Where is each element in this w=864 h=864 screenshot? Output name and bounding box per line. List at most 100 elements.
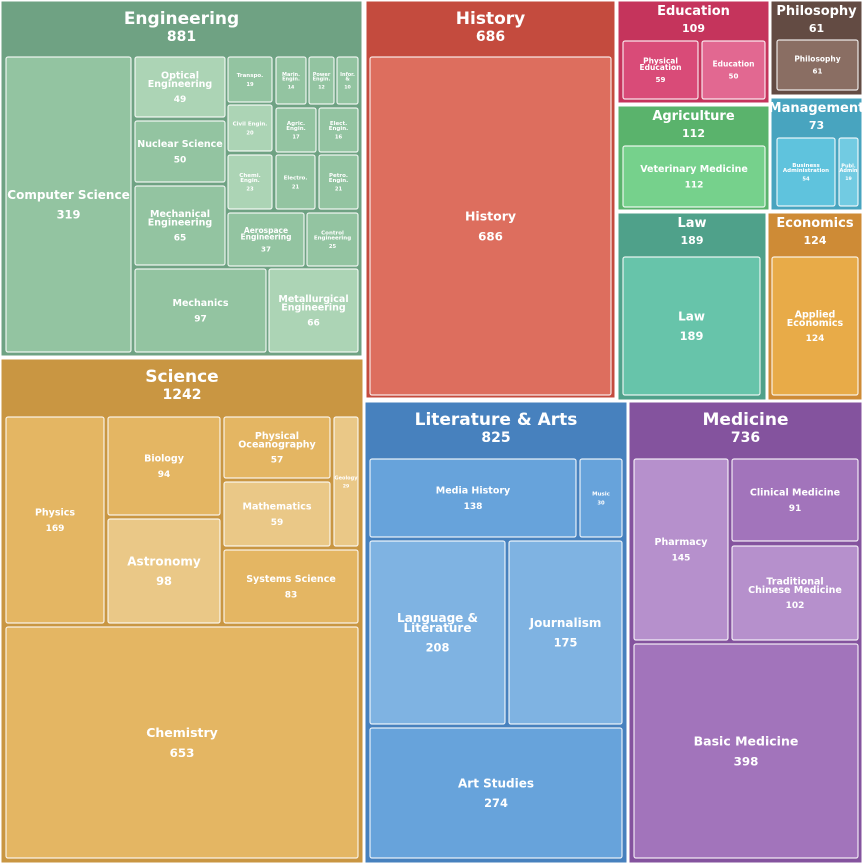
cell-rect-pharmacy: [633, 458, 729, 641]
cell-value-geology: 29: [343, 483, 350, 489]
cell-value-business-administration: 54: [802, 177, 810, 183]
cell-rect-petro-engin: [318, 154, 359, 210]
cell-philosophy: Philosophy 61: [776, 39, 859, 91]
cell-elect-engin: Elect. Engin. 16: [318, 107, 359, 153]
cell-rect-philosophy: [776, 39, 859, 91]
cell-label-aerospace-engineering: Aerospace Engineering: [241, 226, 292, 241]
cell-value-music: 30: [597, 500, 605, 506]
cell-rect-marin-engin: [275, 56, 307, 105]
cell-value-electro: 21: [292, 184, 300, 190]
cell-rect-physical-oceanography: [223, 416, 331, 479]
cell-label-control-engineering: Control Engineering: [314, 231, 351, 242]
cell-label-business-administration: Business Administration: [783, 163, 829, 174]
cell-metallurgical-engineering: Metallurgical Engineering 66: [268, 268, 359, 353]
cell-label-electro: Electro.: [284, 176, 308, 182]
cell-mechanics: Mechanics 97: [134, 268, 267, 353]
cell-rect-music: [579, 458, 623, 538]
cell-value-philosophy: 61: [813, 67, 823, 76]
cell-label-applied-economics: Applied Economics: [787, 310, 844, 329]
cell-label-physical-oceanography: Physical Oceanography: [238, 431, 316, 450]
cell-rect-mechanics: [134, 268, 267, 353]
cell-value-biology: 94: [158, 470, 171, 480]
cell-value-clinical-medicine: 91: [789, 504, 802, 514]
cell-label-publ-admin: Publ. Admin: [840, 164, 858, 174]
cell-label-transpo: Transpo.: [237, 73, 264, 79]
cell-label-metallurgical-engineering: Metallurgical Engineering: [278, 294, 348, 313]
cell-rect-nuclear-science: [134, 120, 226, 183]
cell-physical-oceanography: Physical Oceanography 57: [223, 416, 331, 479]
cell-optical-engineering: Optical Engineering 49: [134, 56, 226, 118]
cell-label-infor-and: Infor. &: [340, 72, 355, 82]
cell-rect-geology: [333, 416, 359, 547]
cell-publ-admin: Publ. Admin 19: [838, 137, 859, 207]
cell-veterinary-medicine: Veterinary Medicine 112: [622, 145, 766, 208]
cell-value-nuclear-science: 50: [174, 155, 187, 165]
cell-label-pharmacy: Pharmacy: [655, 537, 709, 548]
cell-rect-optical-engineering: [134, 56, 226, 118]
cell-rect-transpo: [227, 56, 273, 103]
cell-power-engin: Power Engin. 12: [308, 56, 335, 105]
cell-value-traditional-chinese-medicine: 102: [786, 601, 805, 611]
cell-pharmacy: Pharmacy 145: [633, 458, 729, 641]
cell-label-veterinary-medicine: Veterinary Medicine: [640, 164, 748, 175]
category-value-education: 109: [682, 22, 705, 35]
category-title-law: Law: [677, 216, 706, 231]
cell-astronomy: Astronomy 98: [107, 518, 221, 624]
cell-rect-education: [701, 40, 766, 100]
cell-traditional-chinese-medicine: Traditional Chinese Medicine 102: [731, 545, 859, 641]
cell-rect-art-studies: [369, 727, 623, 859]
cell-education: Education 50: [701, 40, 766, 100]
cell-rect-chemi-engin: [227, 154, 273, 210]
category-title-history: History: [456, 9, 525, 29]
cell-rect-computer-science: [5, 56, 132, 353]
cell-systems-science: Systems Science 83: [223, 549, 359, 624]
cell-nuclear-science: Nuclear Science 50: [134, 120, 226, 183]
cell-history: History 686: [369, 56, 612, 396]
cell-label-philosophy: Philosophy: [794, 55, 840, 64]
category-title-engineering: Engineering: [124, 9, 239, 29]
cell-label-mechanics: Mechanics: [172, 298, 228, 309]
cell-rect-language-and-literature: [369, 540, 506, 725]
category-value-engineering: 881: [167, 29, 196, 45]
category-title-management: Management: [769, 101, 864, 116]
cell-basic-medicine: Basic Medicine 398: [633, 643, 859, 859]
cell-value-physical-oceanography: 57: [271, 455, 284, 465]
cell-value-power-engin: 12: [318, 84, 325, 90]
cell-value-computer-science: 319: [57, 207, 81, 221]
cell-journalism: Journalism 175: [508, 540, 623, 725]
cell-value-civil-engin: 20: [246, 130, 254, 136]
cell-rect-physical-education: [622, 40, 699, 100]
cell-label-journalism: Journalism: [529, 616, 602, 630]
cell-label-physical-education: Physical Education: [640, 56, 682, 71]
cell-value-chemistry: 653: [170, 746, 195, 760]
cell-rect-physics: [5, 416, 105, 624]
cell-rect-astronomy: [107, 518, 221, 624]
cell-mathematics: Mathematics 59: [223, 481, 331, 547]
cell-value-aerospace-engineering: 37: [261, 244, 271, 253]
cell-rect-mathematics: [223, 481, 331, 547]
category-title-science: Science: [145, 367, 218, 387]
category-title-medicine: Medicine: [703, 410, 789, 430]
cell-chemi-engin: Chemi. Engin. 23: [227, 154, 273, 210]
cell-label-law: Law: [678, 310, 705, 324]
category-title-economics: Economics: [776, 216, 853, 231]
cell-rect-business-administration: [776, 137, 836, 207]
cell-value-publ-admin: 19: [845, 176, 852, 182]
category-title-literature-and-arts: Literature & Arts: [415, 410, 578, 430]
cell-computer-science: Computer Science 319: [5, 56, 132, 353]
cell-law: Law 189: [622, 256, 761, 396]
cell-label-language-and-literature: Language & Literature: [397, 611, 478, 635]
category-education: Education 109 Physical Education 59 Education…: [617, 0, 770, 104]
category-agriculture: Agriculture 112 Veterinary Medicine 112: [617, 105, 770, 211]
cell-value-art-studies: 274: [484, 796, 508, 810]
cell-label-geology: Geology: [335, 475, 359, 481]
cell-media-history: Media History 138: [369, 458, 577, 538]
cell-value-physical-education: 59: [656, 75, 666, 84]
cell-electro: Electro. 21: [275, 154, 316, 210]
cell-value-education: 50: [729, 72, 739, 81]
category-economics: Economics 124 Applied Economics 124: [767, 212, 863, 401]
cell-rect-metallurgical-engineering: [268, 268, 359, 353]
cell-value-mechanics: 97: [194, 314, 207, 324]
cell-art-studies: Art Studies 274: [369, 727, 623, 859]
